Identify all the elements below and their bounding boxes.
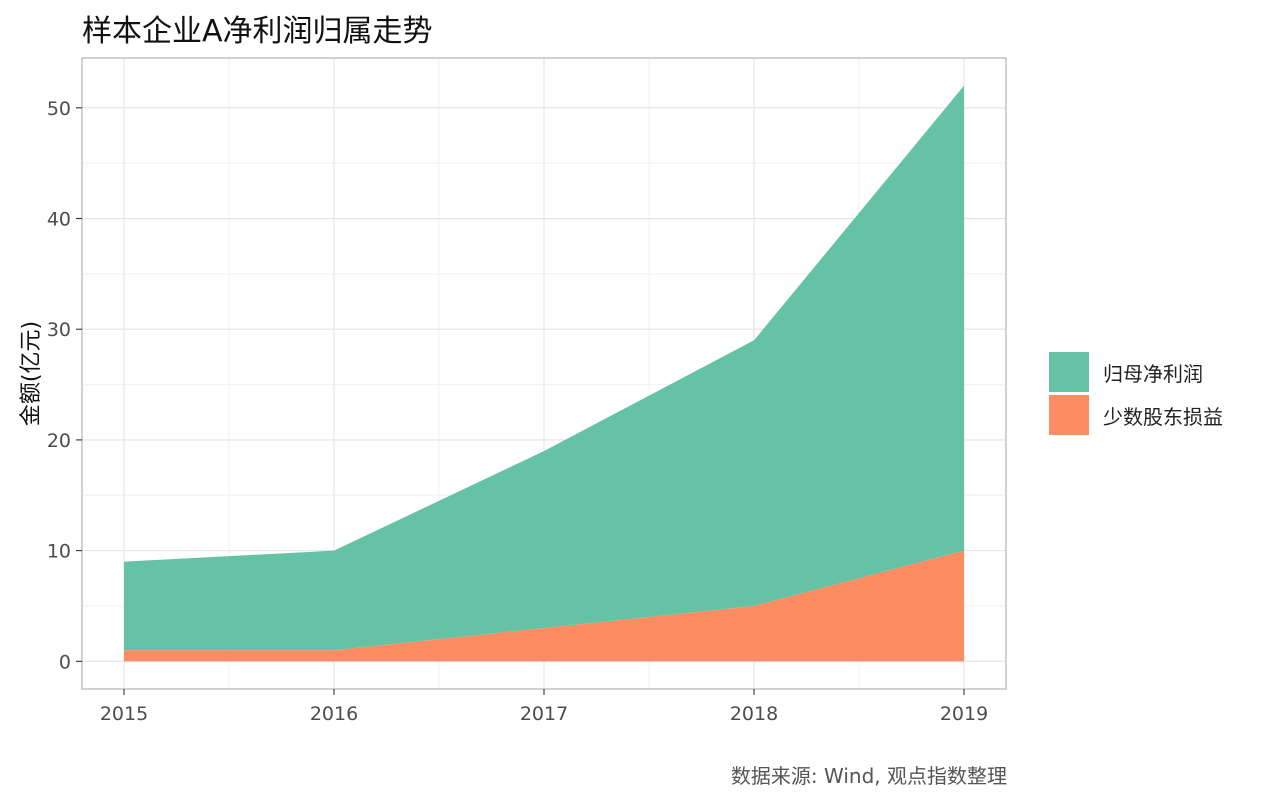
source-caption: 数据来源: Wind, 观点指数整理 [730, 764, 1007, 788]
chart-title: 样本企业A净利润归属走势 [82, 14, 433, 49]
area-parent-net-profit [124, 85, 964, 651]
legend-label: 少数股东损益 [1103, 404, 1223, 429]
area-minority-interest [124, 550, 964, 662]
legend-item-minority-interest: 少数股东损益 [1049, 394, 1223, 436]
legend-item-parent-net-profit: 归母净利润 [1049, 351, 1223, 393]
y-tick-label: 40 [47, 209, 71, 231]
x-tick-label: 2015 [100, 703, 148, 725]
axes: 2015 2016 2017 2018 2019 0 10 20 30 40 50 [47, 98, 988, 725]
y-tick-label: 50 [47, 98, 71, 120]
y-tick-label: 30 [47, 319, 71, 341]
area-series [124, 85, 964, 662]
legend-swatch-parent-net-profit [1049, 352, 1089, 392]
y-tick-label: 20 [47, 430, 71, 452]
x-tick-label: 2018 [730, 703, 778, 725]
legend-label: 归母净利润 [1103, 361, 1203, 386]
legend: 归母净利润 少数股东损益 [1049, 351, 1223, 437]
x-tick-label: 2016 [310, 703, 358, 725]
y-tick-label: 10 [47, 541, 71, 563]
y-tick-label: 0 [59, 651, 71, 673]
x-tick-label: 2017 [520, 703, 568, 725]
legend-swatch-minority-interest [1049, 395, 1089, 435]
x-tick-label: 2019 [940, 703, 988, 725]
y-axis-label: 金额(亿元) [19, 321, 44, 426]
